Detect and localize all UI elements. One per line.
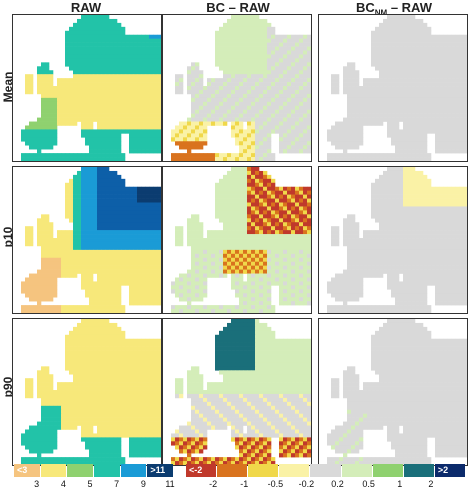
legend-diff-swatch [248, 464, 279, 477]
column-title-bcnm-raw: BCNM – RAW [318, 0, 470, 18]
column-title-bc-raw: BC – RAW [162, 0, 314, 15]
legend-raw-tick-label: 4 [60, 479, 66, 489]
column-title-bcnm-tail: – RAW [387, 0, 433, 15]
map-panel-p10-raw [12, 166, 162, 314]
legend-raw: <3 >11 3 4 5 7 9 11 [14, 464, 175, 489]
legend-raw-tick-label: 3 [34, 479, 40, 489]
legend-raw-swatch [40, 464, 67, 477]
map-panel-mean-bcnm-raw [318, 14, 468, 162]
europe-map [327, 15, 467, 161]
legend-diff-tick-label: -0.5 [267, 479, 284, 489]
column-title-bcnm-main: BC [355, 0, 375, 15]
legend-raw-tick-label: 5 [87, 479, 93, 489]
europe-map [21, 319, 161, 465]
legend-diff-tick-label: 0.2 [331, 479, 344, 489]
map-panel-p10-bcnm-raw [318, 166, 468, 314]
column-title-raw: RAW [12, 0, 160, 15]
legend-raw-swatch: >11 [147, 464, 173, 477]
map-panel-mean-bc-raw [162, 14, 312, 162]
column-title-bcnm-sub: NM [375, 9, 387, 18]
legend-raw-swatch [67, 464, 93, 477]
legend-diff-swatch [279, 464, 310, 477]
legend-diff-swatch-label: >2 [437, 465, 449, 475]
legend-raw-tick-label: 11 [165, 479, 175, 489]
legend-raw-swatch: <3 [14, 464, 40, 477]
map-panel-p90-bc-raw [162, 318, 312, 466]
legend-diff-swatch: >2 [434, 464, 465, 477]
legend-diff-tick-label: -0.2 [298, 479, 315, 489]
map-panel-p90-raw [12, 318, 162, 466]
europe-map [327, 167, 467, 313]
legend-diff-swatch [217, 464, 248, 477]
europe-map [171, 319, 311, 465]
europe-map [21, 15, 161, 161]
legend-diff-swatch [403, 464, 434, 477]
column-title-bc-raw-text: BC – RAW [206, 0, 270, 15]
map-panel-p10-bc-raw [162, 166, 312, 314]
legend-diff-tick-label: -2 [209, 479, 218, 489]
legend-diff-swatch [310, 464, 341, 477]
column-title-raw-text: RAW [70, 0, 102, 15]
europe-map [327, 319, 467, 465]
legend-diff-swatch [372, 464, 403, 477]
europe-map [171, 167, 311, 313]
legend-diff-swatch [341, 464, 372, 477]
legend-diff-tick-label: 2 [428, 479, 434, 489]
legend-raw-swatch-label: >11 [150, 465, 166, 475]
legend-diff-swatch: <-2 [186, 464, 217, 477]
map-panel-p90-bcnm-raw [318, 318, 468, 466]
map-panel-mean-raw [12, 14, 162, 162]
legend-diff-swatch-label: <-2 [189, 465, 203, 475]
legend-raw-swatch [94, 464, 120, 477]
europe-map [21, 167, 161, 313]
legend-diff-tick-label: 0.5 [362, 479, 375, 489]
legend-diff-tick-label: -1 [240, 479, 249, 489]
legend-raw-swatch [120, 464, 147, 477]
legend-raw-swatch-label: <3 [17, 465, 28, 475]
europe-map [171, 15, 311, 161]
legend-difference: <-2 >2 -2 -1 -0.5 -0.2 0.2 0.5 1 2 [186, 464, 466, 489]
legend-raw-tick-label: 7 [114, 479, 120, 489]
legend-diff-tick-label: 1 [397, 479, 403, 489]
legend-raw-tick-label: 9 [140, 479, 146, 489]
